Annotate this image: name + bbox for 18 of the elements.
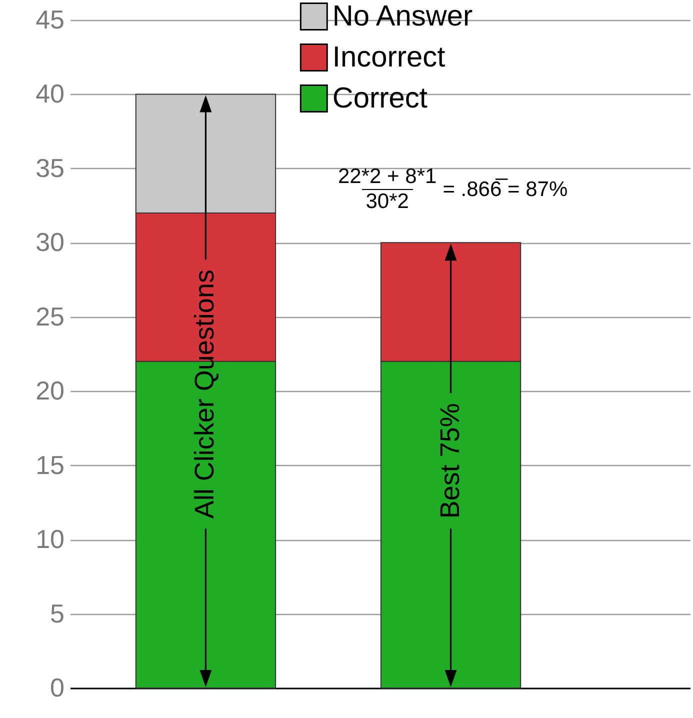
annotation: Best 75% (434, 403, 465, 519)
y-tick-label: 15 (36, 450, 64, 480)
y-tick-label: 35 (36, 152, 64, 183)
legend-label: Incorrect (332, 42, 446, 74)
annotation: 30*2 (362, 189, 413, 214)
y-tick-label: 0 (50, 672, 64, 702)
annotation: All Clicker Questions (190, 270, 220, 519)
legend-label: No Answer (332, 0, 473, 32)
y-tick-label: 45 (36, 4, 64, 34)
y-tick-label: 30 (36, 227, 64, 258)
legend-label: Correct (332, 82, 428, 114)
y-tick-label: 40 (36, 78, 64, 109)
y-tick-label: 20 (36, 376, 64, 406)
y-tick-label: 10 (36, 524, 64, 554)
y-tick-label: 25 (36, 301, 64, 332)
annotation: 22*2 + 8*1 (338, 165, 437, 189)
y-tick-label: 5 (50, 598, 64, 628)
annotation: = .866̅ = 87% (442, 178, 568, 202)
